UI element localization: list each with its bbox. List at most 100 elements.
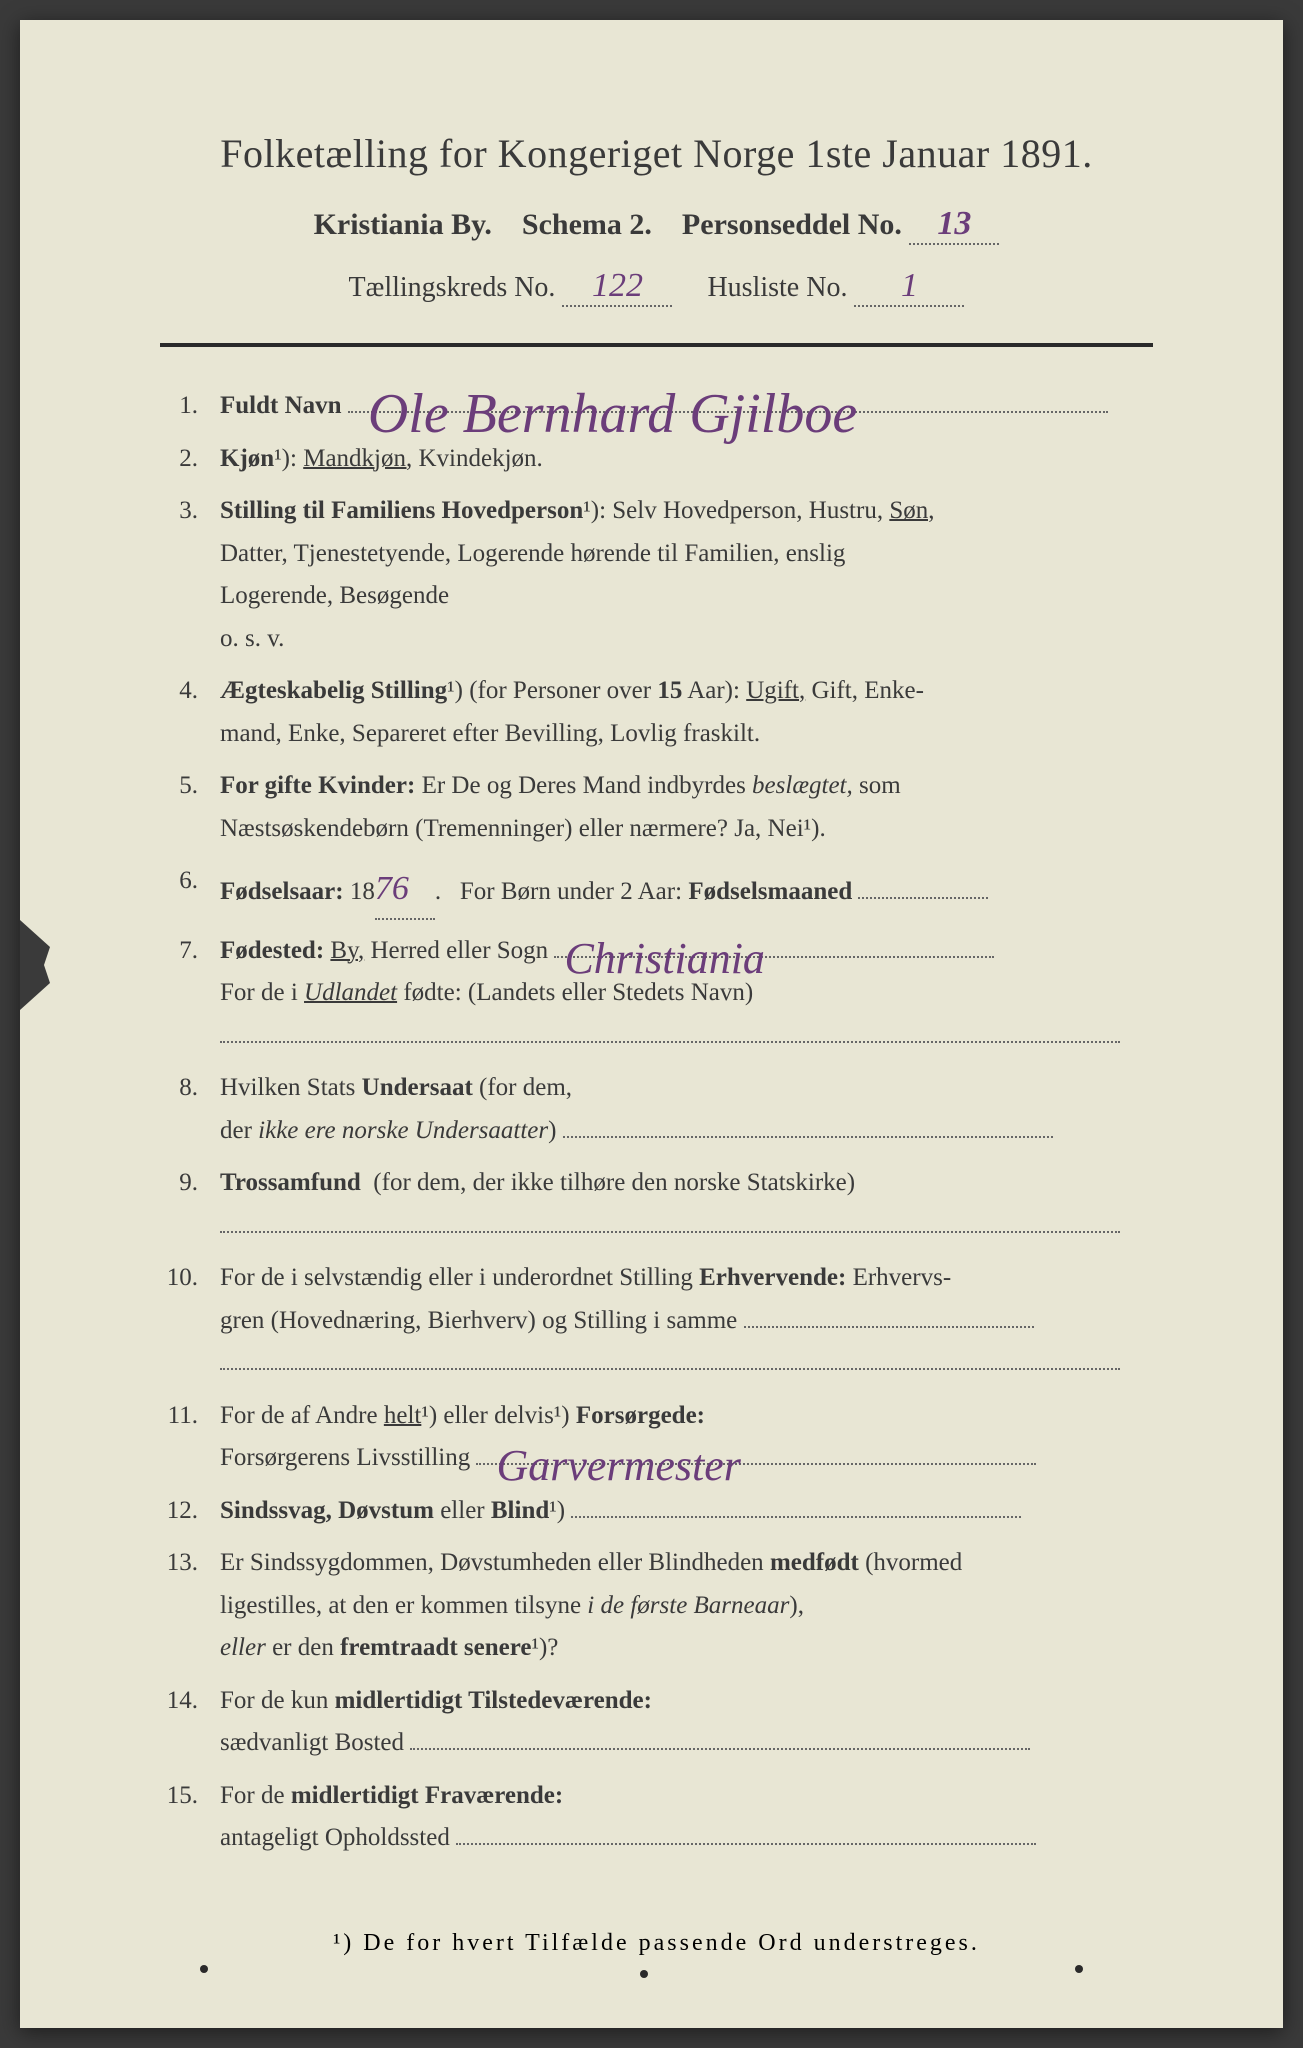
ugift: Ugift, (746, 677, 805, 704)
divider-line (160, 343, 1153, 347)
personseddel-label: Personseddel No. (682, 208, 902, 241)
r11-text1: For de af Andre (220, 1402, 384, 1429)
row-9: 9. Trossamfund (for dem, der ikke tilhør… (160, 1162, 1153, 1247)
r7-line2a: For de i (220, 979, 304, 1006)
row-7: 7. Fødested: By, Herred eller Sogn Chris… (160, 930, 1153, 1058)
r8-undersaat: Undersaat (362, 1074, 473, 1101)
husliste-field: 1 (854, 267, 964, 307)
r15-bold: midlertidigt Fraværende: (291, 1782, 563, 1809)
row-num: 7. (160, 930, 220, 973)
taellingskreds-label: Tællingskreds No. (349, 272, 556, 303)
r4-15: 15 (657, 677, 682, 704)
r8-line2: der (220, 1117, 258, 1144)
sup: ¹) (583, 497, 599, 524)
birthplace-value: Christiania (564, 922, 765, 997)
row-content: Sindssvag, Døvstum eller Blind¹) (220, 1490, 1153, 1533)
sup: ¹) (804, 815, 820, 842)
helt: helt (384, 1402, 422, 1429)
label-gifte: For gifte Kvinder: (220, 772, 415, 799)
sup: ¹) (531, 1634, 547, 1661)
label-aegteskab: Ægteskabelig Stilling (220, 677, 447, 704)
r3-line4: o. s. v. (220, 625, 284, 652)
row-num: 1. (160, 385, 220, 428)
row-14: 14. For de kun midlertidigt Tilstedevære… (160, 1680, 1153, 1765)
label-fodselsaar: Fødselsaar: (220, 878, 344, 905)
name-field: Ole Bernhard Gjilboe (348, 411, 1108, 413)
r13-medfodt: medfødt (770, 1549, 859, 1576)
r15-text1: For de (220, 1782, 291, 1809)
r8-text2: (for dem, (473, 1074, 572, 1101)
r13-eller: eller (220, 1634, 266, 1661)
row-content: Kjøn¹): Mandkjøn, Kvindekjøn. (220, 438, 1153, 481)
provider-field: Garvermester (476, 1463, 1036, 1465)
husliste-no: 1 (901, 267, 918, 304)
r11-line2: Forsørgerens Livsstilling (220, 1444, 470, 1471)
r6-rest: For Børn under 2 Aar: (460, 878, 688, 905)
personseddel-no: 13 (937, 205, 971, 242)
sup: ¹) (447, 677, 463, 704)
r4-paren: (for Personer over (469, 677, 657, 704)
r3-line2: Datter, Tjenestetyende, Logerende hørend… (220, 540, 845, 567)
subtitle-line: Kristiania By. Schema 2. Personseddel No… (160, 205, 1153, 245)
r14-bold: midlertidigt Tilstedeværende: (335, 1687, 652, 1714)
r13-line3b: er den (266, 1634, 340, 1661)
r13-line3c: ? (547, 1634, 558, 1661)
row-num: 10. (160, 1257, 220, 1300)
row-num: 12. (160, 1490, 220, 1533)
r6-prefix: 18 (350, 878, 375, 905)
whereabouts-field (456, 1843, 1036, 1845)
row-13: 13. Er Sindssygdommen, Døvstumheden elle… (160, 1542, 1153, 1670)
row-1: 1. Fuldt Navn Ole Bernhard Gjilboe (160, 385, 1153, 428)
r13-text2: (hvormed (859, 1549, 962, 1576)
r5-line2: Næstsøskendebørn (Tremenninger) eller næ… (220, 815, 804, 842)
sup: ¹) (421, 1402, 437, 1429)
r3-line3: Logerende, Besøgende (220, 582, 449, 609)
r4-line2: mand, Enke, Separeret efter Bevilling, L… (220, 720, 760, 747)
r14-line2: sædvanligt Bosted (220, 1729, 404, 1756)
row-8: 8. Hvilken Stats Undersaat (for dem, der… (160, 1067, 1153, 1152)
label-fodested: Fødested: (220, 937, 324, 964)
occupation-field2 (220, 1368, 1120, 1370)
month-field (858, 897, 988, 899)
form-rows: 1. Fuldt Navn Ole Bernhard Gjilboe 2. Kj… (160, 385, 1153, 1860)
row-num: 4. (160, 670, 220, 713)
row-content: For de midlertidigt Fraværende: antageli… (220, 1775, 1153, 1860)
r13-line2b: ), (789, 1592, 804, 1619)
mandkjon: Mandkjøn, (303, 445, 412, 472)
row-num: 8. (160, 1067, 220, 1110)
by: By, (330, 937, 364, 964)
row-content: Fødselsaar: 1876. For Børn under 2 Aar: … (220, 860, 1153, 920)
row-4: 4. Ægteskabelig Stilling¹) (for Personer… (160, 670, 1153, 755)
r10-text1: For de i selvstændig eller i underordnet… (220, 1264, 699, 1291)
row-content: Stilling til Familiens Hovedperson¹): Se… (220, 490, 1153, 660)
occupation-field1 (744, 1326, 1034, 1328)
row-10: 10. For de i selvstændig eller i underor… (160, 1257, 1153, 1385)
son: Søn, (889, 497, 934, 524)
row-content: Trossamfund (for dem, der ikke tilhøre d… (220, 1162, 1153, 1247)
r14-text1: For de kun (220, 1687, 335, 1714)
row-6: 6. Fødselsaar: 1876. For Børn under 2 Aa… (160, 860, 1153, 920)
r10-line2: gren (Hovednæring, Bierhverv) og Stillin… (220, 1307, 737, 1334)
row-num: 9. (160, 1162, 220, 1205)
row-content: Fuldt Navn Ole Bernhard Gjilboe (220, 385, 1153, 428)
r10-text2: Erhvervs- (846, 1264, 951, 1291)
label-sindssvag: Sindssvag, Døvstum (220, 1497, 434, 1524)
r15-line2: antageligt Opholdssted (220, 1824, 450, 1851)
r6-maaned: Fødselsmaaned (688, 878, 852, 905)
disability-field (571, 1516, 1021, 1518)
row-content: For de kun midlertidigt Tilstedeværende:… (220, 1680, 1153, 1765)
row-2: 2. Kjøn¹): Mandkjøn, Kvindekjøn. (160, 438, 1153, 481)
row-15: 15. For de midlertidigt Fraværende: anta… (160, 1775, 1153, 1860)
label-stilling: Stilling til Familiens Hovedperson (220, 497, 583, 524)
r5-ital: beslægtet, (752, 772, 853, 799)
row-content: Fødested: By, Herred eller Sogn Christia… (220, 930, 1153, 1058)
r9-text: (for dem, der ikke tilhøre den norske St… (373, 1169, 855, 1196)
r10-bold: Erhvervende: (699, 1264, 846, 1291)
taellingskreds-field: 122 (562, 267, 672, 307)
kvindekjon: Kvindekjøn. (419, 445, 543, 472)
row-num: 3. (160, 490, 220, 533)
label-trossamfund: Trossamfund (220, 1169, 361, 1196)
r8-ital: ikke ere norske Undersaatter (258, 1117, 548, 1144)
r8-text1: Hvilken Stats (220, 1074, 362, 1101)
r4-rest: Gift, Enke- (805, 677, 924, 704)
